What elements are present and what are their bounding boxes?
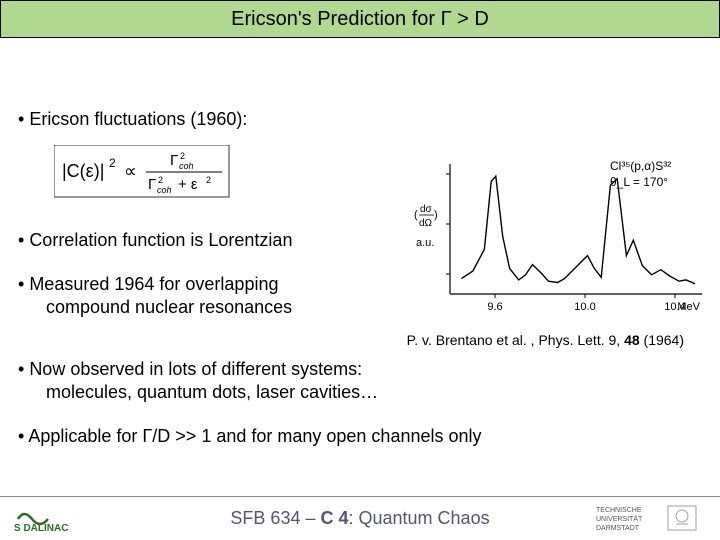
svg-text:UNIVERSITÄT: UNIVERSITÄT xyxy=(596,515,643,523)
svg-text:(: ( xyxy=(414,209,418,221)
bullet-text-3a: Measured 1964 for overlapping xyxy=(29,274,278,294)
citation-prefix: P. v. Brentano et al. , Phys. Lett. 9, xyxy=(407,332,624,348)
citation: P. v. Brentano et al. , Phys. Lett. 9, 4… xyxy=(18,332,684,348)
svg-text:Γ: Γ xyxy=(148,176,156,193)
bullet-fluctuations: Ericson fluctuations (1960): xyxy=(18,108,702,131)
bullet-observed: Now observed in lots of different system… xyxy=(18,358,702,381)
svg-text:|C(ε)|: |C(ε)| xyxy=(62,161,104,181)
footer: S DALINAC SFB 634 – C 4: Quantum Chaos T… xyxy=(0,496,720,540)
svg-text:Γ: Γ xyxy=(170,152,178,169)
bullet-observed-l2: molecules, quantum dots, laser cavities… xyxy=(18,381,702,404)
svg-text:DARMSTADT: DARMSTADT xyxy=(596,525,640,532)
bullet-applicable: Applicable for Γ/D >> 1 and for many ope… xyxy=(18,425,702,448)
title-bar: Ericson's Prediction for Γ > D xyxy=(0,0,720,38)
logo-sdalinac: S DALINAC xyxy=(14,505,124,533)
citation-suffix: (1964) xyxy=(640,332,684,348)
svg-text:a.u.: a.u. xyxy=(416,237,434,249)
svg-text:dΩ: dΩ xyxy=(419,218,433,229)
bullet-text-3b: compound nuclear resonances xyxy=(46,297,292,317)
svg-text:2: 2 xyxy=(180,151,185,161)
footer-center: SFB 634 – C 4: Quantum Chaos xyxy=(230,508,489,529)
bullet-text-4b: molecules, quantum dots, laser cavities… xyxy=(46,382,378,402)
footer-bold: C 4 xyxy=(320,508,348,528)
logo-tu-darmstadt: TECHNISCHE UNIVERSITÄT DARMSTADT xyxy=(596,502,706,536)
chart-annot-1: Cl³⁵(p,α)S³² xyxy=(610,159,671,173)
footer-prefix: SFB 634 – xyxy=(230,508,320,528)
xtick-1: 10.0 xyxy=(574,301,595,313)
bullet-text-4a: Now observed in lots of different system… xyxy=(29,359,362,379)
svg-text:2: 2 xyxy=(109,156,116,170)
footer-suffix: : Quantum Chaos xyxy=(349,508,490,528)
xtick-0: 9.6 xyxy=(487,301,502,313)
bullet-text-5: Applicable for Γ/D >> 1 and for many ope… xyxy=(28,426,481,446)
svg-text:+ ε: + ε xyxy=(178,176,198,193)
citation-bold: 48 xyxy=(624,332,640,348)
svg-text:2: 2 xyxy=(158,175,163,185)
svg-text:): ) xyxy=(434,209,438,221)
chart-xlabel: MeV xyxy=(677,301,700,313)
bullet-text-1: Ericson fluctuations (1960): xyxy=(29,109,247,129)
svg-text:S DALINAC: S DALINAC xyxy=(14,523,68,533)
svg-text:coh: coh xyxy=(157,185,172,195)
slide-title: Ericson's Prediction for Γ > D xyxy=(231,8,489,31)
cross-section-chart: Cl³⁵(p,α)S³² θ_L = 170° ( dσ dΩ ) a.u. 9… xyxy=(410,154,710,314)
svg-text:2: 2 xyxy=(206,175,211,185)
svg-text:TECHNISCHE: TECHNISCHE xyxy=(596,507,642,514)
svg-text:dσ: dσ xyxy=(420,204,433,215)
svg-text:∝: ∝ xyxy=(124,161,137,181)
svg-text:coh: coh xyxy=(179,161,194,171)
content-area: Cl³⁵(p,α)S³² θ_L = 170° ( dσ dΩ ) a.u. 9… xyxy=(0,108,720,448)
bullet-text-2: Correlation function is Lorentzian xyxy=(29,230,292,250)
